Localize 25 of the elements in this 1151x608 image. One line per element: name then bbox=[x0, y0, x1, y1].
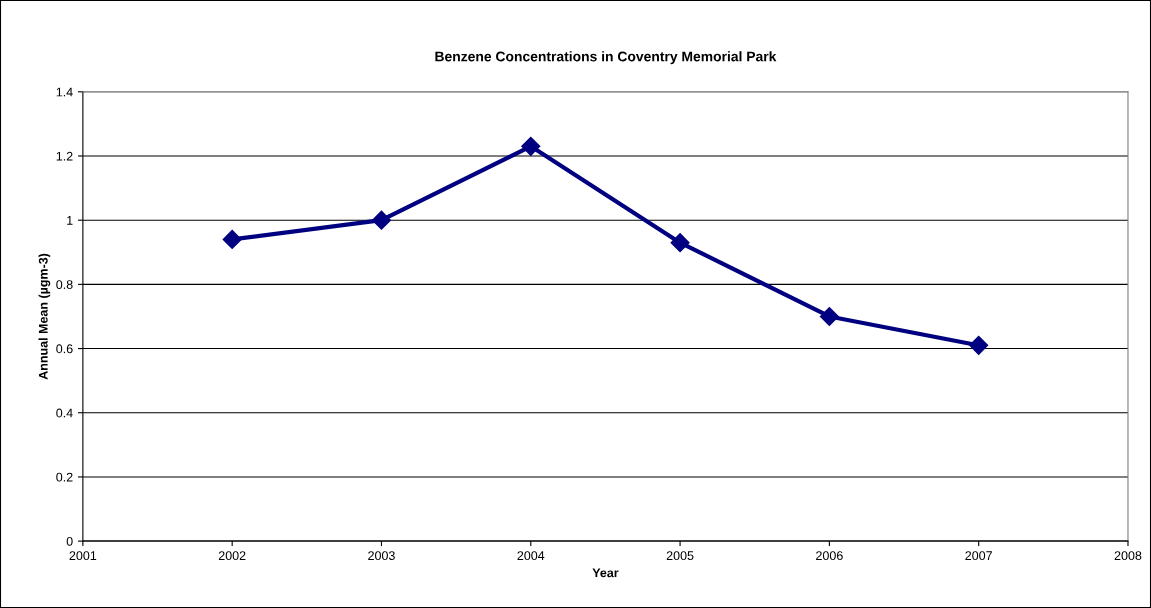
y-tick-label: 1.4 bbox=[56, 87, 73, 97]
point bbox=[819, 306, 839, 326]
x-tick-label: 2002 bbox=[218, 551, 246, 561]
x-tick-label: 2007 bbox=[965, 551, 992, 561]
y-tick-label: 0.2 bbox=[56, 472, 73, 482]
y-tick-label: 0.4 bbox=[56, 408, 73, 418]
y-tick-label: 0 bbox=[66, 536, 73, 546]
x-tick-label: 2004 bbox=[517, 551, 545, 561]
y-tick-label: 0.6 bbox=[56, 344, 73, 354]
x-axis-title: Year bbox=[592, 568, 619, 578]
y-tick-label: 1.2 bbox=[56, 151, 73, 161]
chart-title: Benzene Concentrations in Coventry Memorial Park bbox=[435, 51, 777, 65]
x-tick-label: 2006 bbox=[816, 551, 843, 561]
y-axis-title: Annual Mean (µgm-3) bbox=[38, 253, 51, 380]
x-tick-label: 2003 bbox=[368, 551, 395, 561]
y-tick-label: 0.8 bbox=[56, 280, 73, 290]
x-tick-label: 2005 bbox=[666, 551, 694, 561]
point bbox=[969, 335, 989, 355]
point bbox=[371, 210, 392, 230]
y-tick-label: 1 bbox=[67, 216, 73, 225]
point bbox=[222, 229, 242, 249]
point bbox=[670, 233, 690, 253]
point bbox=[521, 136, 541, 156]
x-tick-label: 2001 bbox=[69, 551, 97, 561]
x-tick-label: 2008 bbox=[1114, 551, 1142, 561]
